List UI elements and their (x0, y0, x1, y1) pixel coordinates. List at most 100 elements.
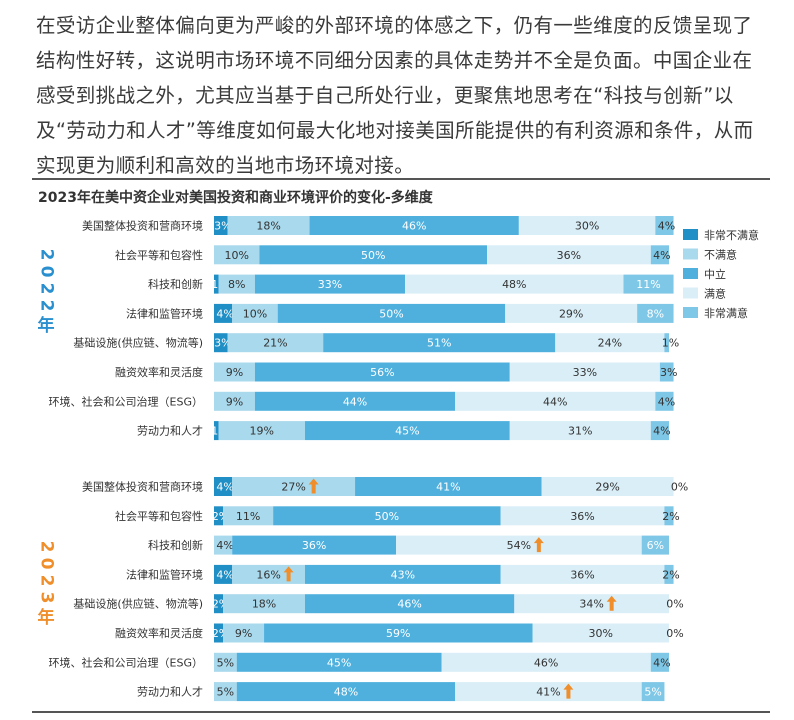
data-label: 36% (302, 539, 326, 552)
legend-swatch-neutral (683, 268, 698, 279)
data-label: 5% (217, 686, 234, 699)
bar-segment-neutral (232, 535, 396, 555)
data-label: 50% (361, 249, 385, 262)
bar-segment-very-satisfied (659, 362, 674, 382)
bar-segment-dissatisfied (214, 682, 237, 702)
data-label: 0 (217, 686, 224, 699)
year-digit: 3 (36, 591, 57, 604)
data-label: 41% (536, 686, 560, 699)
bar-segment-satisfied (405, 274, 624, 294)
data-label: 1% (211, 425, 228, 438)
legend-swatch-satisfied (683, 287, 698, 299)
data-label: 5% (644, 686, 661, 699)
bar-segment-dissatisfied (232, 564, 305, 584)
bar-segment-neutral (323, 333, 556, 353)
bar-segment-dissatisfied (227, 333, 324, 353)
data-label: 44% (343, 395, 367, 408)
bar-segment-neutral (254, 391, 456, 411)
bar-segment-neutral (355, 477, 542, 496)
data-label: 9% (235, 627, 252, 640)
up-arrow-shape (283, 566, 294, 582)
data-label: 4% (653, 656, 670, 669)
data-label: 0% (671, 481, 688, 494)
bar-segment-satisfied (514, 594, 669, 614)
data-label: 0 (217, 249, 224, 262)
data-label: 46% (534, 656, 558, 669)
data-label: 29% (595, 481, 619, 494)
row-label: 劳动力和人才 (137, 424, 203, 438)
data-label: 36% (570, 510, 594, 523)
data-label: 4% (653, 425, 670, 438)
bar-segment-very-satisfied (650, 652, 669, 672)
bar-segment-satisfied (532, 623, 669, 643)
up-arrow-shape (308, 478, 319, 494)
data-label: 8% (647, 307, 664, 320)
bar-segment-satisfied (509, 362, 660, 382)
data-label: 0% (666, 627, 683, 640)
row-label: 环境、社会和公司治理（ESG） (49, 394, 203, 408)
bar-segment-very-satisfied (623, 274, 674, 294)
row-label: 法律和监管环境 (126, 567, 203, 581)
data-label: 59% (386, 627, 410, 640)
bar-segment-very-dissatisfied (214, 506, 224, 526)
bar-segment-very-satisfied (664, 333, 669, 353)
bar-segment-very-satisfied (650, 245, 669, 265)
bar-segment-very-satisfied (650, 421, 669, 441)
bar-segment-neutral (273, 506, 501, 526)
data-label: 4% (216, 307, 233, 320)
bar-segment-satisfied (500, 564, 665, 584)
data-label: 27% (281, 481, 305, 494)
bar-segment-very-dissatisfied (214, 564, 233, 584)
data-label: 3% (214, 337, 231, 350)
data-label: 21% (263, 337, 287, 350)
row-label: 社会平等和包容性 (115, 509, 203, 523)
bar-segment-dissatisfied (223, 506, 274, 526)
data-label: 2% (212, 510, 229, 523)
bar-segment-dissatisfied (232, 477, 356, 496)
data-label: 36% (570, 568, 594, 581)
year-unit: 年 (37, 608, 55, 628)
data-label: 33% (573, 366, 597, 379)
bar-segment-very-dissatisfied (214, 333, 228, 353)
data-label: 1% (662, 337, 679, 350)
data-label: 18% (256, 220, 280, 233)
legend-swatch-dissatisfied (683, 248, 698, 260)
bar-segment-satisfied (455, 682, 642, 702)
bar-segment-satisfied (396, 535, 642, 555)
data-label: 45% (327, 656, 351, 669)
bar-segment-very-satisfied (637, 303, 674, 323)
bar-segment-satisfied (455, 391, 656, 411)
row-label: 科技和创新 (148, 277, 203, 291)
legend-label: 不满意 (704, 248, 737, 262)
row-label: 基础设施(供应链、物流等) (73, 336, 203, 350)
bar-segment-satisfied (518, 216, 656, 235)
bar-segment-very-dissatisfied (214, 216, 228, 235)
data-label: 10% (243, 307, 267, 320)
row-label: 法律和监管环境 (126, 306, 203, 320)
data-label: 30% (575, 220, 599, 233)
bar-segment-dissatisfied (218, 274, 255, 294)
legend-swatch-very-dissatisfied (683, 229, 698, 240)
bar-segment-neutral (309, 216, 519, 235)
data-label: 2% (212, 627, 229, 640)
data-label: 0% (666, 598, 683, 611)
bar-segment-satisfied (500, 506, 665, 526)
bar-segment-neutral (254, 274, 406, 294)
data-label: 10% (225, 249, 249, 262)
data-label: 4% (658, 395, 675, 408)
data-label: 9% (226, 366, 243, 379)
data-label: 29% (559, 307, 583, 320)
bar-segment-satisfied (505, 303, 638, 323)
data-label: 3% (214, 220, 231, 233)
data-label: 44% (543, 395, 567, 408)
data-label: 48% (502, 278, 526, 291)
data-label: 11% (236, 510, 260, 523)
data-label: 2% (662, 510, 679, 523)
bar-segment-dissatisfied (214, 245, 260, 265)
up-arrow-icon (606, 595, 617, 611)
bar-segment-very-satisfied (641, 535, 669, 555)
up-arrow-shape (563, 683, 574, 699)
data-label: 1% (211, 278, 228, 291)
data-label: 51% (427, 337, 451, 350)
data-label: 0 (217, 395, 224, 408)
